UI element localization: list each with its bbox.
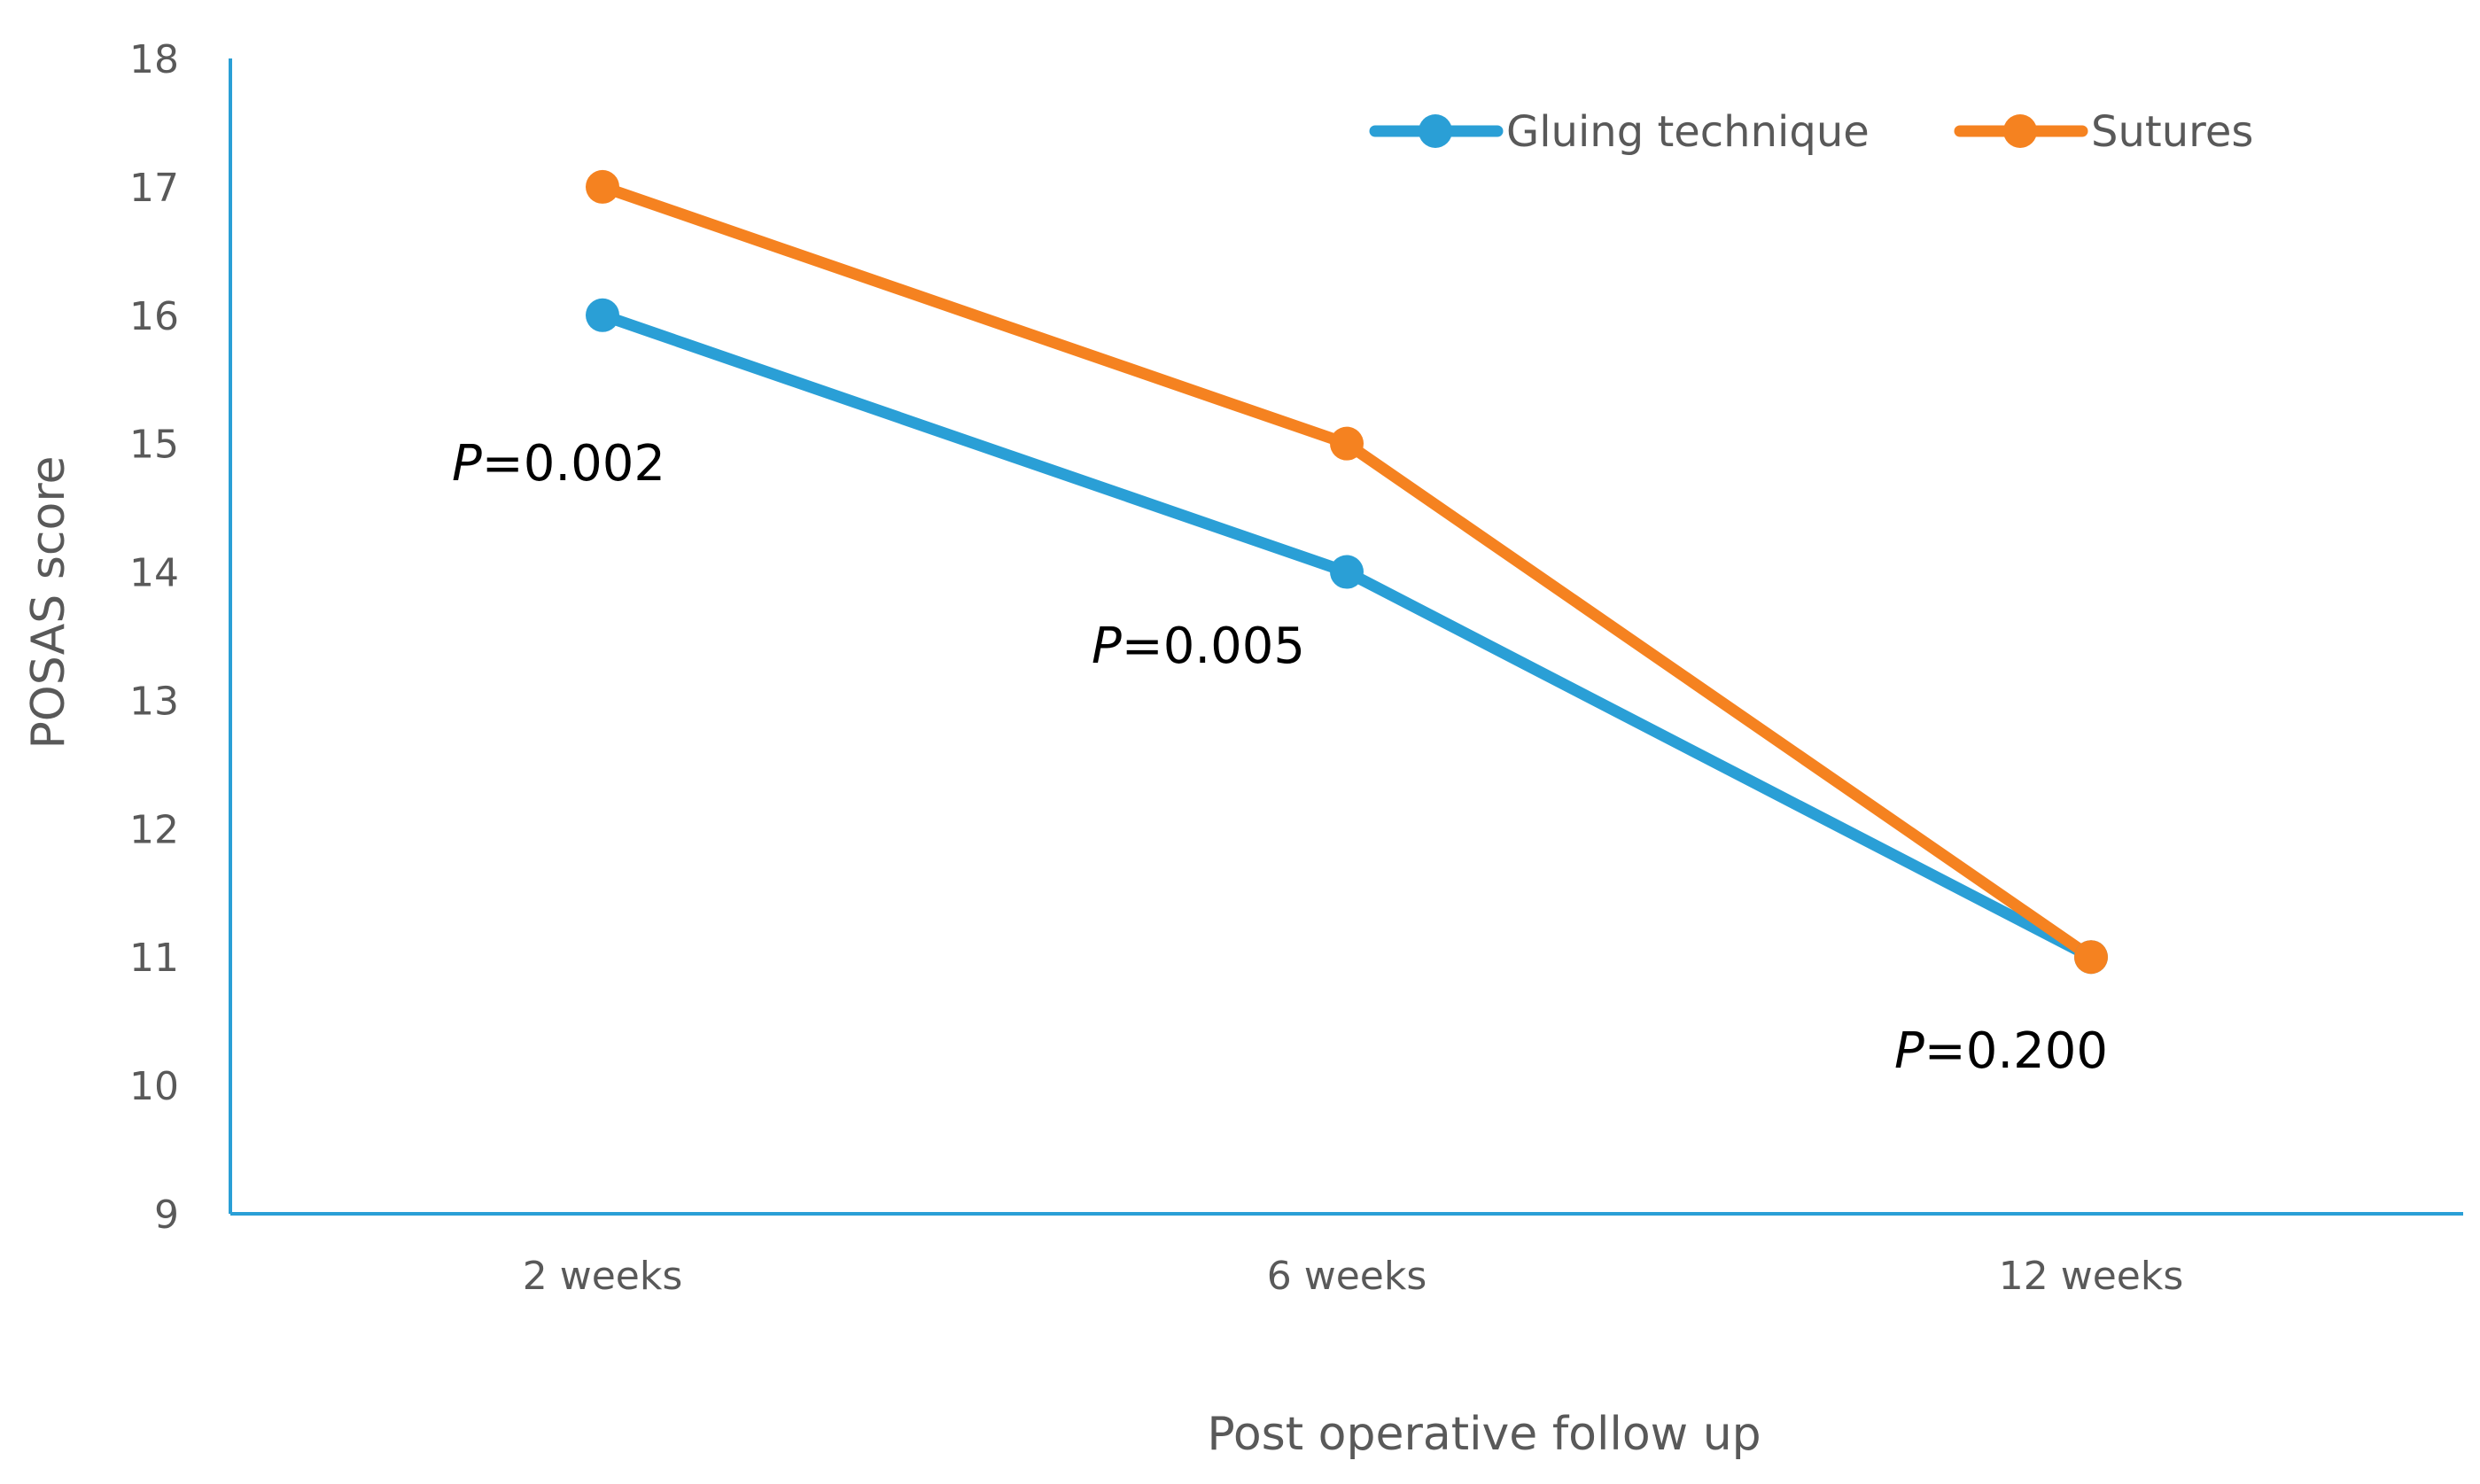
y-tick-label-9: 9 (154, 1193, 179, 1238)
series-1-point-0 (586, 169, 619, 204)
series-lines (586, 169, 2108, 975)
p-value-annotation-0: P=0.002 (452, 435, 665, 493)
y-tick-label-11: 11 (129, 936, 179, 981)
y-tick-label-16: 16 (129, 294, 179, 339)
y-tick-label-13: 13 (129, 679, 179, 724)
p-label: P (1092, 618, 1122, 675)
series-line-0 (596, 309, 2097, 963)
p-label: P (452, 435, 482, 493)
legend-swatch-dot-1 (2003, 114, 2037, 148)
y-tick-labels: 9 10 11 12 13 14 15 16 17 18 (129, 37, 179, 1238)
x-tick-label-0: 2 weeks (523, 1254, 683, 1299)
y-tick-label-12: 12 (129, 807, 179, 852)
p-label: P (1894, 1022, 1924, 1080)
p-value: =0.002 (482, 435, 665, 493)
y-tick-label-17: 17 (129, 166, 179, 211)
series-0-point-0 (586, 298, 619, 332)
y-axis-title: POSAS score (22, 455, 75, 749)
y-tick-label-15: 15 (129, 423, 179, 468)
legend-swatch-dot-0 (1419, 114, 1452, 148)
p-value: =0.005 (1122, 618, 1305, 675)
x-tick-label-1: 6 weeks (1267, 1254, 1427, 1299)
p-value-annotation-2: P=0.200 (1894, 1022, 2108, 1080)
series-0-point-1 (1330, 555, 1364, 589)
p-value-annotation-1: P=0.005 (1092, 618, 1305, 675)
p-value: =0.200 (1924, 1022, 2108, 1080)
series-1-point-1 (1330, 426, 1364, 461)
y-tick-label-18: 18 (129, 37, 179, 82)
legend-label-0: Gluing technique (1506, 107, 1870, 157)
x-tick-label-2: 12 weeks (1999, 1254, 2184, 1299)
series-1-point-2 (2074, 940, 2108, 975)
y-tick-label-10: 10 (129, 1064, 179, 1109)
legend-label-1: Sutures (2091, 107, 2253, 157)
legend: Gluing technique Sutures (1369, 107, 2253, 157)
x-axis-title: Post operative follow up (1207, 1408, 1761, 1461)
y-tick-label-14: 14 (129, 551, 179, 596)
x-tick-labels: 2 weeks 6 weeks 12 weeks (523, 1254, 2184, 1299)
axes (229, 58, 2463, 1216)
